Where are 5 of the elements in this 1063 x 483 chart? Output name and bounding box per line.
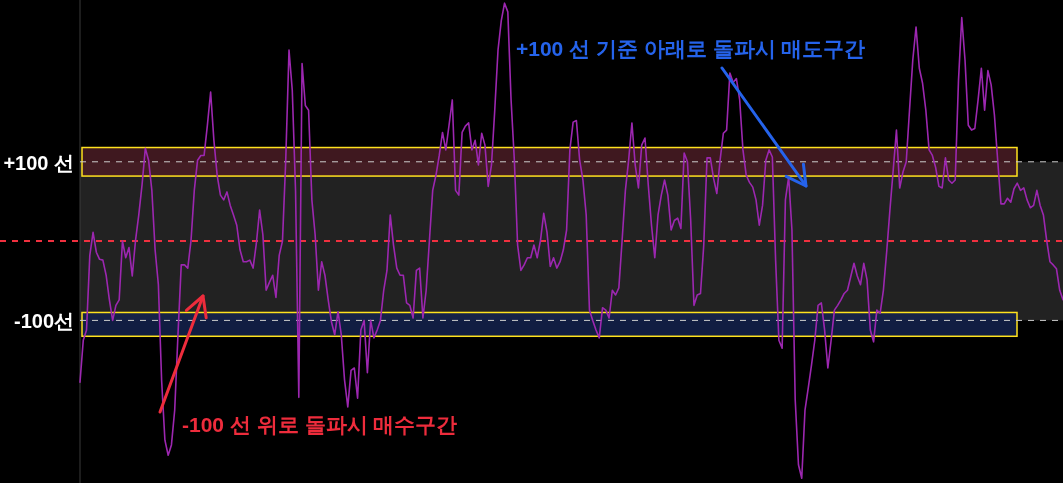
annotation: +100 선 기준 아래로 돌파시 매도구간 bbox=[516, 37, 866, 60]
annotation: -100 선 위로 돌파시 매수구간 bbox=[182, 413, 458, 436]
line-series bbox=[79, 2, 1063, 480]
y-tick-label: +100 선 bbox=[3, 151, 74, 174]
y-tick-label: -100선 bbox=[13, 310, 74, 333]
